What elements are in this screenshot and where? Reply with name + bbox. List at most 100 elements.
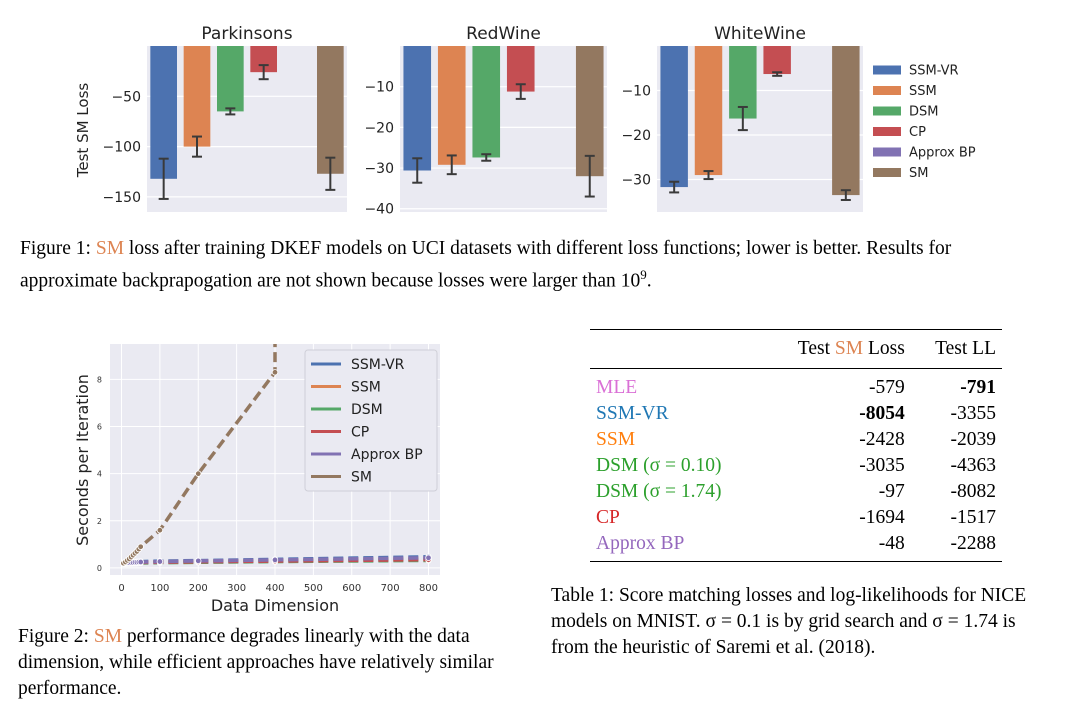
table-cell-ll: -3355 (950, 403, 997, 424)
figure-2-series (120, 344, 432, 567)
panel-whitewine: −10 −20 −30 WhiteWine (621, 24, 863, 212)
y-tick-label: 2 (97, 517, 102, 526)
bar-dsm (217, 46, 244, 112)
panel-title: Parkinsons (201, 24, 292, 44)
table-row: DSM (σ = 0.10) -3035 -4363 (590, 453, 1002, 479)
x-tick-label: 400 (265, 583, 284, 594)
y-tick-label: −20 (364, 120, 394, 136)
table-cell-method: SSM-VR (596, 403, 669, 424)
legend-label: Approx BP (909, 146, 976, 161)
figure-2-y-axis-label: Seconds per Iteration (73, 374, 92, 546)
legend-swatch (873, 127, 901, 136)
table-cell-ll: -1517 (950, 507, 997, 528)
bar-sm (832, 46, 860, 196)
figure-1-caption-prefix: Figure 1: (20, 238, 96, 259)
legend-label: CP (351, 425, 369, 441)
table-cell-method: CP (596, 507, 620, 528)
y-tick-label: −50 (111, 89, 141, 105)
figure-2-caption-prefix: Figure 2: (18, 626, 94, 647)
figure-1-caption-end: . (646, 270, 652, 292)
table-row: SSM-VR -8054 -3355 (590, 401, 1002, 427)
bar-sm (575, 46, 604, 177)
table-header-sm-loss: Test SM Loss (762, 330, 911, 369)
panel-title: WhiteWine (714, 24, 806, 44)
figure-1-caption: Figure 1: SM loss after training DKEF mo… (20, 236, 1050, 295)
series-point (195, 557, 202, 565)
legend-label: Approx BP (351, 447, 423, 463)
legend-item-dsm: DSM (311, 402, 383, 418)
panel-background (657, 46, 863, 212)
y-tick-label: 8 (97, 375, 102, 384)
y-tick-label: 0 (97, 564, 102, 573)
legend-item-approx-bp: Approx BP (873, 146, 976, 161)
figure-1-caption-sm: SM (95, 238, 125, 259)
legend-item-cp: CP (873, 125, 926, 140)
legend-item-dsm: DSM (873, 105, 938, 120)
legend-label: CP (909, 125, 926, 140)
table-header-sm-loss-prefix: Test (797, 338, 835, 359)
figure-2-caption-sm: SM (93, 626, 123, 647)
table-row: SSM -2428 -2039 (590, 427, 1002, 453)
figure-1-y-axis-label: Test SM Loss (74, 83, 92, 179)
y-tick-label: −10 (364, 80, 394, 96)
y-tick-label: −40 (364, 202, 394, 218)
table-cell-ll: -2288 (950, 533, 997, 554)
legend-item-ssm-vr: SSM-VR (873, 64, 959, 79)
series-point (156, 527, 164, 534)
x-tick-label: 600 (342, 583, 361, 594)
x-tick-label: 500 (304, 583, 323, 594)
bar-ssm-vr (403, 46, 432, 171)
figure-2-caption: Figure 2: SM performance degrades linear… (18, 624, 518, 702)
table-cell-sm-loss: -48 (878, 533, 905, 554)
panel-parkinsons: −50 −100 −150 Parkinsons (103, 24, 347, 212)
table-cell-sm-loss: -3035 (859, 455, 905, 476)
panel-redwine: −10 −20 −30 −40 RedWine (364, 24, 607, 218)
figure-1-legend: SSM-VR SSM DSM CP Approx BP SM (873, 64, 976, 181)
series-point (137, 558, 144, 566)
table-cell-sm-loss: -8054 (859, 403, 905, 424)
table-cell-sm-loss: -1694 (859, 507, 905, 528)
table-header-ll: Test LL (935, 338, 996, 359)
legend-item-sm: SM (873, 166, 928, 181)
table-header-sm-loss-suffix: Loss (863, 338, 905, 359)
panel-background (400, 46, 607, 212)
series-point (156, 558, 164, 565)
figure-1-panels: −50 −100 −150 Parkinsons −10 −20 −30 −40 RedWine… (103, 24, 863, 218)
y-tick-label: −20 (621, 128, 651, 144)
table-row: CP -1694 -1517 (590, 505, 1002, 531)
x-tick-label: 800 (419, 583, 438, 594)
x-tick-label: 0 (118, 583, 124, 594)
legend-label: SSM-VR (351, 357, 405, 373)
legend-swatch (873, 147, 901, 157)
panel-background (147, 46, 347, 212)
legend-swatch (873, 86, 901, 95)
figure-1-bar-charts: Test SM Loss −50 −100 −150 Parkinsons −10 −20… (74, 24, 976, 218)
legend-label: SSM-VR (909, 64, 959, 79)
x-tick-label: 300 (227, 583, 246, 594)
table-row: DSM (σ = 1.74) -97 -8082 (590, 479, 1002, 505)
figure-1-caption-exp-base: 10 (620, 270, 641, 292)
series-sm (120, 344, 279, 567)
legend-label: SSM (351, 380, 381, 396)
table-row: Approx BP -48 -2288 (590, 531, 1002, 562)
bar-cp (763, 46, 791, 75)
legend-item-ssm-vr: SSM-VR (311, 357, 405, 373)
legend-swatch (873, 106, 901, 116)
table-1: Test SM Loss Test LL MLE -579 -791 SSM-VR -8… (590, 329, 1002, 562)
figure-2-legend: SSM-VR SSM DSM CP Approx BP SM (304, 349, 438, 492)
table-body: MLE -579 -791 SSM-VR -8054 -3355 SSM -2428 -2039… (590, 369, 1002, 562)
panel-title: RedWine (466, 24, 541, 44)
figure-2-x-axis-label: Data Dimension (211, 596, 339, 615)
figure-2-caption-text: performance degrades linearly with the d… (18, 626, 494, 699)
legend-item-ssm: SSM (311, 380, 381, 396)
bar-ssm (183, 46, 211, 147)
y-tick-label: −100 (103, 140, 141, 156)
table-cell-sm-loss: -2428 (859, 429, 905, 450)
series-point (271, 556, 279, 564)
legend-label: SM (909, 166, 928, 181)
x-tick-label: 700 (381, 583, 400, 594)
y-tick-label: −10 (621, 84, 651, 100)
y-tick-label: −30 (364, 161, 394, 177)
legend-swatch (873, 65, 901, 75)
table-cell-ll: -4363 (950, 455, 997, 476)
